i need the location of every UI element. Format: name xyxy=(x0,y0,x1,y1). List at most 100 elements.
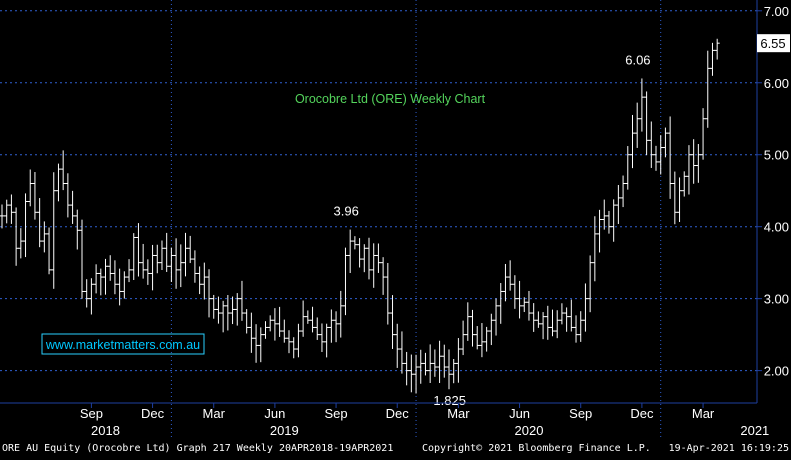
ohlc-bar xyxy=(168,247,174,283)
x-tick-label: Dec xyxy=(630,406,654,421)
ohlc-bar xyxy=(244,309,250,334)
last-price-label: 6.55 xyxy=(760,36,785,51)
ohlc-bar xyxy=(13,207,19,266)
ohlc-bar xyxy=(399,331,405,374)
ohlc-bar xyxy=(427,344,433,384)
ohlc-bar xyxy=(474,326,480,350)
ohlc-bar xyxy=(455,338,461,383)
ohlc-bar xyxy=(564,307,570,332)
ohlc-bar xyxy=(272,308,278,341)
ohlc-bar xyxy=(705,50,711,128)
ohlc-bar xyxy=(413,354,419,394)
x-tick-label: Sep xyxy=(80,406,103,421)
ohlc-bar xyxy=(620,175,626,208)
ohlc-bar xyxy=(582,283,588,332)
ohlc-bar xyxy=(418,349,424,384)
ohlc-bar xyxy=(484,326,490,352)
ohlc-bar xyxy=(672,171,678,225)
ohlc-bar xyxy=(215,296,221,324)
ohlc-bar xyxy=(653,145,659,171)
ohlc-bar xyxy=(404,351,410,386)
ohlc-bar xyxy=(615,184,621,224)
annotations: 6.06 3.96 1.825 xyxy=(334,52,651,408)
ohlc-bar xyxy=(422,352,428,376)
ohlc-bar xyxy=(319,323,325,352)
ohlc-bar xyxy=(60,150,66,191)
footer-security: ORE AU Equity (Orocobre Ltd) Graph 217 W… xyxy=(2,443,393,454)
ohlc-bar xyxy=(74,209,80,250)
ohlc-bar xyxy=(507,260,513,291)
ohlc-bar xyxy=(470,309,476,347)
ohlc-bar xyxy=(27,169,33,207)
footer-copyright: Copyright© 2021 Bloomberg Finance L.P. xyxy=(422,443,651,454)
year-label: 2020 xyxy=(515,423,544,438)
ohlc-bar xyxy=(568,299,574,332)
ohlc-bar xyxy=(281,319,287,343)
ohlc-bar xyxy=(201,262,207,300)
ohlc-bar xyxy=(681,171,687,197)
ohlc-bar xyxy=(550,309,555,337)
ohlc-bar xyxy=(192,250,198,283)
y-tick-label: 7.00 xyxy=(764,4,789,19)
ohlc-bar xyxy=(437,340,443,384)
ohlc-bar xyxy=(531,303,537,332)
ohlc-bar xyxy=(714,38,720,60)
ohlc-bar xyxy=(644,91,650,156)
ohlc-bar xyxy=(686,145,692,195)
ohlc-bar xyxy=(587,255,593,313)
ohlc-bar xyxy=(88,278,94,315)
ohlc-bar xyxy=(197,266,203,295)
ohlc-bar xyxy=(502,263,508,302)
ohlc-bar xyxy=(338,290,344,338)
ohlc-bar xyxy=(611,199,617,242)
ohlc-bar xyxy=(460,320,466,356)
ohlc-bar xyxy=(84,279,90,308)
ohlc-bar xyxy=(606,210,612,234)
ohlc-bar xyxy=(324,323,330,358)
ohlc-bar xyxy=(347,229,353,274)
ohlc-bar xyxy=(667,116,673,199)
ohlc-bar xyxy=(140,243,146,279)
ohlc-bar xyxy=(220,300,226,333)
ohlc-bar xyxy=(394,323,400,368)
ohlc-bar xyxy=(535,311,541,328)
ohlc-bar xyxy=(277,306,283,337)
y-axis: 7.00 6.00 5.00 4.00 3.00 2.00 6.55 xyxy=(756,0,790,403)
ohlc-bar xyxy=(465,302,471,341)
ohlc-bar xyxy=(258,327,264,363)
ohlc-bar xyxy=(37,198,43,248)
ohlc-bar xyxy=(662,127,668,158)
last-price-badge: 6.55 xyxy=(757,34,790,53)
ohlc-bar xyxy=(625,146,631,190)
x-tick-label: Mar xyxy=(692,406,715,421)
ohlc-bar xyxy=(451,359,457,384)
ohlc-bar xyxy=(545,305,551,340)
ohlc-bar xyxy=(648,121,654,168)
ohlc-bar xyxy=(154,244,160,274)
ohlc-bar xyxy=(51,172,57,289)
x-tick-label: Mar xyxy=(203,406,226,421)
ohlc-bar xyxy=(357,238,363,268)
ohlc-bar xyxy=(408,354,414,393)
year-label: 2018 xyxy=(91,423,120,438)
year-label: 2021 xyxy=(740,423,769,438)
ohlc-bar xyxy=(573,315,579,343)
ohlc-bar xyxy=(211,294,217,319)
ohlc-bar xyxy=(239,280,245,321)
watermark-box: www.marketmatters.com.au xyxy=(41,333,205,355)
y-tick-label: 4.00 xyxy=(764,220,789,235)
chart-title: Orocobre Ltd (ORE) Weekly Chart xyxy=(295,92,486,106)
ohlc-bar xyxy=(126,259,132,283)
ohlc-bar xyxy=(361,244,367,273)
ohlc-bar xyxy=(305,310,311,324)
ohlc-bar xyxy=(0,204,5,229)
ohlc-bar xyxy=(159,240,165,271)
ohlc-bar xyxy=(135,223,141,277)
ohlc-bar xyxy=(206,269,212,318)
x-tick-label: Mar xyxy=(447,406,470,421)
ohlc-bar xyxy=(267,315,273,332)
ohlc-bar xyxy=(366,237,372,280)
ohlc-bar xyxy=(601,199,607,230)
